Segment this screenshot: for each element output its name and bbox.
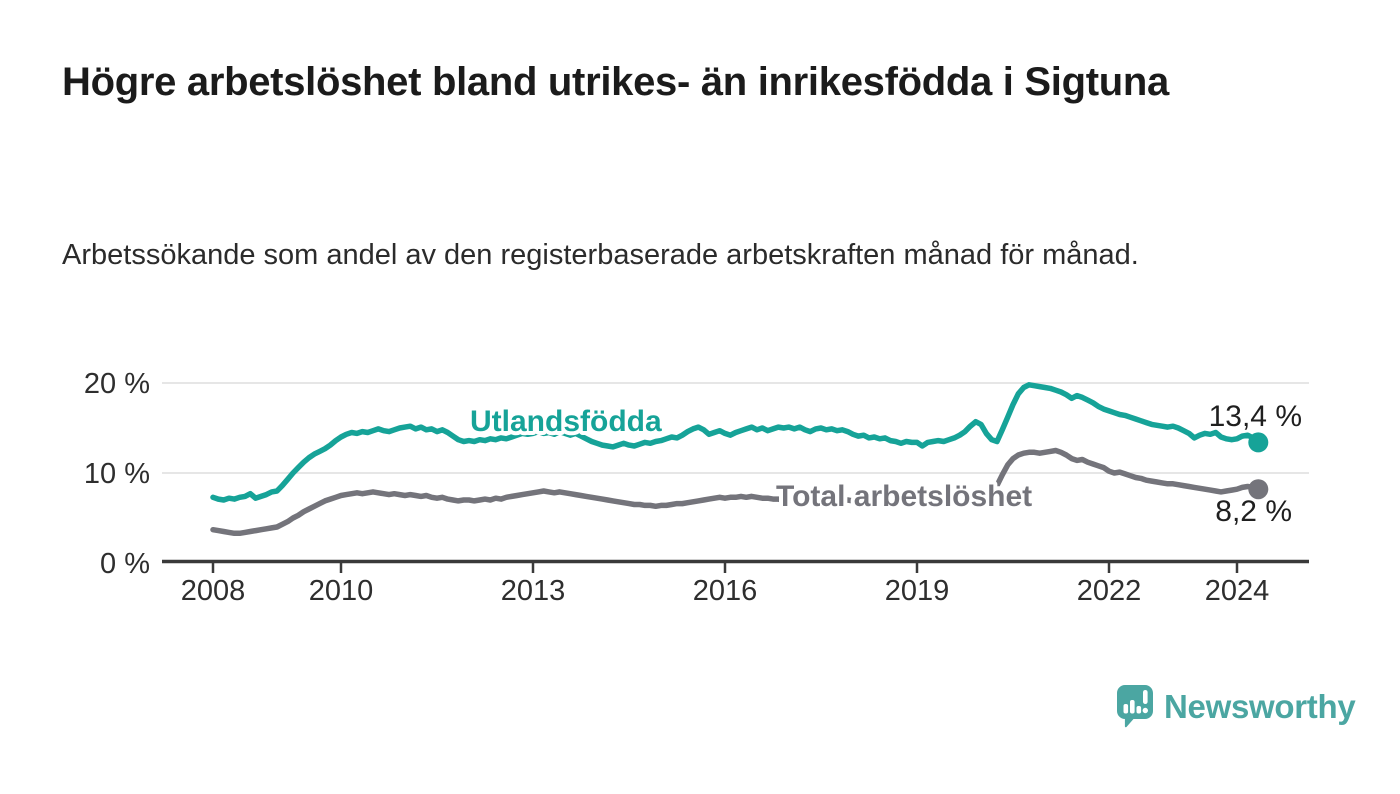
page-title: Högre arbetslöshet bland utrikes- än inr…: [62, 60, 1169, 104]
y-tick-label: 10 %: [84, 458, 150, 490]
bar-chart-glyph: [1123, 690, 1148, 714]
x-tick-label: 2016: [693, 575, 758, 607]
x-tick-label: 2024: [1205, 575, 1270, 607]
y-tick-label: 20 %: [84, 368, 150, 400]
y-tick-label: 0 %: [100, 548, 150, 580]
x-tick-label: 2022: [1077, 575, 1142, 607]
total-arbetsloshet-series-label: Total arbetslöshet: [776, 480, 1032, 513]
utlandsfodda-end-dot: [1248, 432, 1269, 453]
total-arbetsloshet-end-value-label: 8,2 %: [1215, 495, 1292, 528]
x-tick-label: 2008: [181, 575, 246, 607]
utlandsfodda-end-value-label: 13,4 %: [1209, 400, 1302, 433]
utlandsfodda-line: [210, 382, 1262, 503]
x-tick-label: 2013: [501, 575, 566, 607]
newsworthy-logo-text: Newsworthy: [1164, 688, 1356, 725]
x-tick-label: 2010: [309, 575, 374, 607]
x-axis-ticks: 2008 2010 2013 2016 2019 2022 2024: [181, 563, 1270, 607]
newsworthy-logo-icon: [1117, 685, 1153, 728]
x-tick-label: 2019: [885, 575, 950, 607]
newsworthy-logo: Newsworthy: [1116, 684, 1356, 730]
page-subtitle: Arbetssökande som andel av den registerb…: [62, 239, 1139, 271]
total-arbetsloshet-line: [210, 447, 1262, 537]
utlandsfodda-series-label: Utlandsfödda: [470, 405, 662, 438]
total-arbetsloshet-end-dot: [1248, 479, 1269, 500]
